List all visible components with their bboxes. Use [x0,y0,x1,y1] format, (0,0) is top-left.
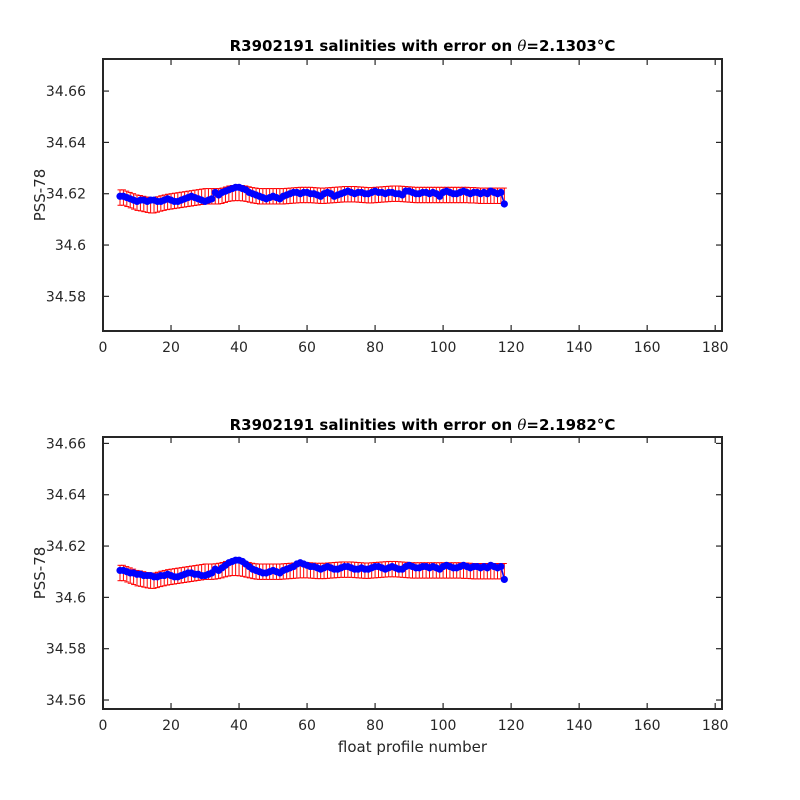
x-tick-label: 0 [99,718,108,734]
x-tick-label: 80 [366,718,384,734]
x-tick-label: 60 [298,718,316,734]
axes-box [102,58,723,332]
x-tick-label: 180 [702,718,729,734]
y-tick-label: 34.64 [46,488,86,504]
data-point [497,188,505,197]
x-axis-label: float profile number [338,738,488,756]
x-tick-label: 40 [230,340,248,356]
data-point [497,562,505,571]
chart-panel-1: 0 20 40 60 80 100 120 140 160 180 34.58 34.6 34.62 34… [31,37,729,356]
x-tick-label: 160 [634,718,661,734]
y-axis-label: PSS-78 [31,547,49,600]
x-tick-label: 60 [298,340,316,356]
y-tick-label: 34.6 [55,590,86,606]
x-tick-label: 180 [702,340,729,356]
data-point [500,575,508,584]
x-tick-label: 120 [498,718,525,734]
x-tick-label: 100 [430,340,457,356]
y-tick-label: 34.58 [46,642,86,658]
y-tick-label: 34.56 [46,693,86,709]
y-tick-label: 34.62 [46,539,86,555]
series-group [116,183,508,214]
x-tick-label: 80 [366,340,384,356]
x-tick-label: 160 [634,340,661,356]
series-group [116,556,508,589]
y-tick-label: 34.66 [46,84,86,100]
axes-box [102,436,723,710]
chart-panel-2: 0 20 40 60 80 100 120 140 160 180 34.56 34.58 34.6 34… [31,416,729,756]
data-point [208,195,216,203]
x-tick-label: 120 [498,340,525,356]
x-tick-label: 100 [430,718,457,734]
x-tick-label: 140 [566,340,593,356]
x-tick-label: 20 [162,340,180,356]
chart-title: R3902191 salinities with error on θ=2.13… [230,37,616,55]
x-tick-label: 40 [230,718,248,734]
data-point [500,200,508,208]
y-tick-label: 34.64 [46,135,86,151]
y-tick-label: 34.66 [46,436,86,452]
y-tick-label: 34.6 [55,238,86,254]
y-axis-label: PSS-78 [31,169,49,222]
x-tick-label: 20 [162,718,180,734]
chart-title: R3902191 salinities with error on θ=2.19… [230,416,616,434]
x-tick-label: 140 [566,718,593,734]
x-tick-label: 0 [99,340,108,356]
y-tick-label: 34.62 [46,187,86,203]
y-tick-label: 34.58 [46,289,86,305]
